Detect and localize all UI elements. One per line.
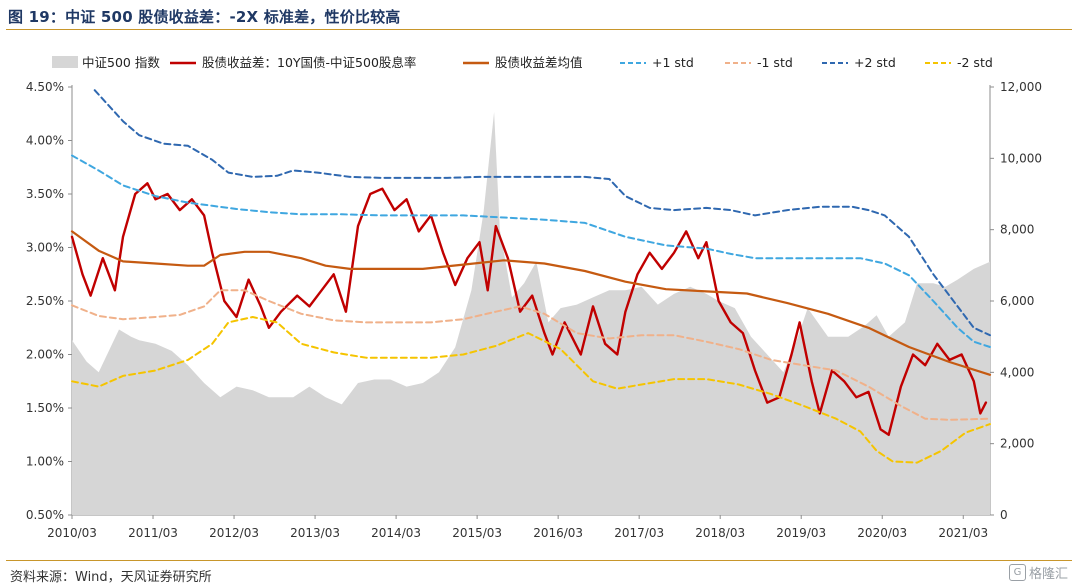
legend-label: -1 std (757, 55, 793, 70)
series-area-csi500 (72, 112, 990, 515)
legend-label: 中证500 指数 (82, 55, 160, 70)
right-tick-label: 4,000 (1000, 365, 1034, 379)
legend-label: +1 std (652, 55, 694, 70)
series-line-5 (93, 89, 991, 337)
title-rule (6, 29, 1072, 30)
x-tick-label: 2015/03 (452, 526, 502, 540)
x-tick-label: 2016/03 (533, 526, 583, 540)
right-tick-label: 0 (1000, 508, 1008, 522)
watermark: G 格隆汇 (1008, 563, 1068, 582)
chart-canvas: 0.50% 1.00% 1.50% 2.00% 2.50% 3.00% 3.50% 4.00%… (26, 55, 1042, 540)
legend-label: 股债收益差均值 (495, 55, 583, 70)
right-tick-label: 12,000 (1000, 80, 1042, 94)
x-tick-label: 2019/03 (776, 526, 826, 540)
x-tick-label: 2011/03 (128, 526, 178, 540)
left-tick-label: 4.50% (26, 80, 64, 94)
legend-label: -2 std (957, 55, 993, 70)
right-tick-label: 8,000 (1000, 223, 1034, 237)
right-tick-label: 10,000 (1000, 151, 1042, 165)
series-line-6 (71, 316, 991, 464)
x-tick-label: 2012/03 (209, 526, 259, 540)
right-tick-label: 6,000 (1000, 294, 1034, 308)
legend-swatch-area (52, 56, 78, 68)
source-note: 资料来源：Wind，天风证券研究所 (10, 570, 212, 585)
series-line-3 (71, 154, 991, 348)
legend-label: +2 std (854, 55, 896, 70)
bottom-rule (6, 560, 1072, 561)
series-line-2 (70, 230, 992, 376)
watermark-text: 格隆汇 (1028, 567, 1068, 582)
g-logo-icon: G (1008, 564, 1026, 581)
left-tick-label: 2.50% (26, 294, 64, 308)
x-tick-label: 2021/03 (938, 526, 988, 540)
series-line-4 (71, 289, 991, 421)
x-tick-label: 2014/03 (371, 526, 421, 540)
figure-title: 图 19：中证 500 股债收益差：-2X 标准差，性价比较高 (8, 8, 401, 26)
left-tick-label: 1.00% (26, 455, 64, 469)
x-tick-label: 2010/03 (47, 526, 97, 540)
left-tick-label: 1.50% (26, 401, 64, 415)
x-tick-label: 2020/03 (857, 526, 907, 540)
x-tick-label: 2013/03 (290, 526, 340, 540)
right-tick-label: 2,000 (1000, 437, 1034, 451)
left-tick-label: 0.50% (26, 508, 64, 522)
x-tick-label: 2017/03 (614, 526, 664, 540)
left-tick-label: 3.50% (26, 187, 64, 201)
series-line-1 (70, 182, 988, 436)
left-tick-label: 4.00% (26, 134, 64, 148)
left-tick-label: 3.00% (26, 241, 64, 255)
left-tick-label: 2.00% (26, 348, 64, 362)
legend-label: 股债收益差：10Y国债-中证500股息率 (202, 55, 416, 70)
x-tick-label: 2018/03 (695, 526, 745, 540)
